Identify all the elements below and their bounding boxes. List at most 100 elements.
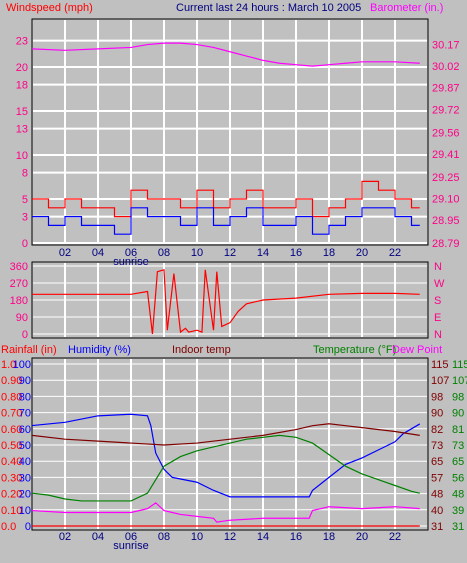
x-tick-label: 12: [224, 247, 236, 259]
dew-point-label: Dew Point: [392, 344, 442, 356]
temperature-tick-label: 31: [431, 521, 443, 533]
temperature-tick-label: 115: [431, 359, 449, 371]
humidity-tick-label: 10: [19, 505, 31, 517]
barometer-tick-label: 29.72: [432, 104, 460, 116]
barometer-axis-label: Barometer (in.): [370, 2, 443, 14]
x-tick-label: 02: [59, 247, 71, 259]
humidity-tick-label: 90: [19, 375, 31, 387]
rainfall-tick-label: 0.50: [1, 440, 22, 452]
humidity-tick-label: 0: [25, 521, 31, 533]
windspeed-axis-label: Windspeed (mph): [6, 2, 93, 14]
direction-tick-label: 90: [16, 312, 28, 324]
barometer-tick-label: 30.17: [432, 40, 460, 52]
x-tick-label: 04: [92, 247, 104, 259]
x-tick-label: 16: [290, 531, 302, 543]
barometer-tick-label: 30.02: [432, 61, 460, 73]
direction-tick-label: 270: [10, 278, 28, 290]
humidity-tick-label: 50: [19, 440, 31, 452]
x-tick-label: 10: [191, 531, 203, 543]
series-temperature: [31, 434, 420, 502]
humidity-tick-label: 70: [19, 408, 31, 420]
windspeed-tick-label: 0: [22, 238, 28, 250]
temperature-tick-label: 48: [431, 489, 443, 501]
temperature-tick-label: 73: [431, 440, 443, 452]
temperature-tick-label: 65: [431, 456, 443, 468]
chart-title: Current last 24 hours : March 10 2005: [176, 2, 361, 14]
rainfall-tick-label: 0.70: [1, 408, 22, 420]
humidity-tick-label: 40: [19, 456, 31, 468]
temperature-label: Temperature (°F): [313, 344, 396, 356]
barometer-tick-label: 29.56: [432, 127, 460, 139]
x-tick-label: 22: [389, 531, 401, 543]
x-tick-label: 20: [356, 531, 368, 543]
humidity-tick-label: 30: [19, 472, 31, 484]
series-humidity: [31, 413, 421, 498]
x-tick-label: 08: [158, 531, 170, 543]
windspeed-tick-label: 5: [22, 194, 28, 206]
windspeed-tick-label: 18: [16, 80, 28, 92]
x-tick-label: 02: [59, 531, 71, 543]
barometer-tick-label: 29.87: [432, 83, 460, 95]
windspeed-tick-label: 8: [22, 168, 28, 180]
windspeed-tick-label: 15: [16, 106, 28, 118]
humidity-label: Humidity (%): [68, 344, 131, 356]
series-wind-gust: [32, 180, 420, 218]
temperature-tick-label: 82: [431, 424, 443, 436]
dew-point-tick-label: 65: [452, 456, 464, 468]
temperature-tick-label: 57: [431, 472, 443, 484]
compass-tick-label: N: [434, 261, 442, 273]
barometer-tick-label: 28.79: [432, 238, 460, 250]
dew-point-tick-label: 56: [452, 472, 464, 484]
dew-point-tick-label: 115: [452, 359, 467, 371]
x-tick-label: 20: [356, 247, 368, 259]
rainfall-tick-label: 1.0: [1, 359, 16, 371]
sunrise-label: sunrise: [113, 256, 148, 268]
x-tick-label: 10: [191, 247, 203, 259]
barometer-tick-label: 29.10: [432, 193, 460, 205]
x-tick-label: 18: [323, 531, 335, 543]
x-tick-label: 22: [389, 247, 401, 259]
direction-tick-label: 180: [10, 295, 28, 307]
rainfall-tick-label: 0.30: [1, 472, 22, 484]
dew-point-tick-label: 39: [452, 505, 464, 517]
barometer-tick-label: 29.25: [432, 172, 460, 184]
series-dew-point: [31, 502, 420, 523]
compass-tick-label: N: [434, 329, 442, 341]
windspeed-tick-label: 13: [16, 124, 28, 136]
rainfall-tick-label: 0.60: [1, 424, 22, 436]
x-tick-label: 06: [125, 247, 137, 259]
compass-tick-label: S: [434, 295, 441, 307]
temperature-tick-label: 40: [431, 505, 443, 517]
rainfall-tick-label: 0.20: [1, 489, 22, 501]
series-wind-speed: [32, 207, 420, 235]
windspeed-tick-label: 23: [16, 36, 28, 48]
x-tick-label: 08: [158, 247, 170, 259]
series-indoor-temp: [31, 423, 420, 446]
rainfall-label: Rainfall (in): [1, 344, 57, 356]
series-layer: [31, 42, 421, 527]
rainfall-tick-label: 0.90: [1, 375, 22, 387]
barometer-tick-label: 29.41: [432, 149, 460, 161]
direction-tick-label: 360: [10, 261, 28, 273]
dew-point-tick-label: 90: [452, 408, 464, 420]
x-tick-label: 16: [290, 247, 302, 259]
rainfall-tick-label: 0.0: [1, 521, 16, 533]
dew-point-tick-label: 81: [452, 424, 464, 436]
series-barometer: [31, 42, 420, 67]
humidity-tick-label: 20: [19, 489, 31, 501]
windspeed-tick-label: 20: [16, 62, 28, 74]
temperature-tick-label: 107: [431, 375, 449, 387]
compass-tick-label: W: [434, 278, 445, 290]
dew-point-tick-label: 98: [452, 391, 464, 403]
x-tick-label: 18: [323, 247, 335, 259]
humidity-tick-label: 60: [19, 424, 31, 436]
x-tick-label: 04: [92, 531, 104, 543]
dew-point-tick-label: 48: [452, 489, 464, 501]
x-tick-label: 14: [257, 531, 269, 543]
sunrise-label: sunrise: [113, 540, 148, 552]
dew-point-tick-label: 107: [452, 375, 467, 387]
windspeed-tick-label: 10: [16, 150, 28, 162]
temperature-tick-label: 98: [431, 391, 443, 403]
